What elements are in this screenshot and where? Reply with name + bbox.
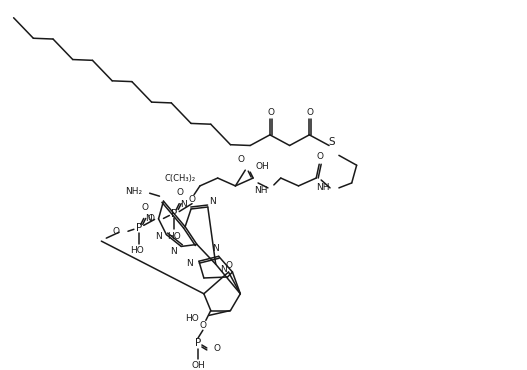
Text: C(CH₃)₂: C(CH₃)₂ — [165, 174, 196, 182]
Text: P: P — [171, 209, 178, 219]
Text: N: N — [180, 199, 187, 209]
Text: HO: HO — [168, 232, 181, 241]
Text: N: N — [220, 265, 227, 273]
Text: O: O — [213, 344, 220, 353]
Text: NH: NH — [317, 184, 330, 192]
Text: P: P — [195, 338, 201, 348]
Text: O: O — [317, 152, 324, 161]
Text: N: N — [170, 247, 177, 256]
Text: HO: HO — [185, 314, 199, 323]
Text: O: O — [199, 321, 207, 330]
Text: N: N — [212, 244, 219, 253]
Text: O: O — [189, 195, 196, 204]
Text: NH₂: NH₂ — [124, 187, 142, 196]
Text: OH: OH — [191, 361, 205, 370]
Text: N: N — [186, 259, 192, 268]
Text: O: O — [148, 214, 154, 223]
Text: N: N — [209, 196, 216, 206]
Text: N: N — [145, 214, 152, 223]
Text: P: P — [135, 223, 142, 233]
Text: O: O — [225, 261, 232, 270]
Text: OH: OH — [255, 162, 269, 171]
Text: O: O — [177, 188, 184, 197]
Text: O: O — [238, 155, 245, 164]
Text: O: O — [112, 227, 119, 236]
Text: HO: HO — [130, 246, 144, 255]
Text: O: O — [307, 108, 314, 117]
Text: O: O — [141, 203, 148, 212]
Text: N: N — [155, 232, 162, 241]
Text: O: O — [267, 108, 275, 117]
Text: S: S — [329, 137, 335, 147]
Text: NH: NH — [255, 186, 268, 195]
